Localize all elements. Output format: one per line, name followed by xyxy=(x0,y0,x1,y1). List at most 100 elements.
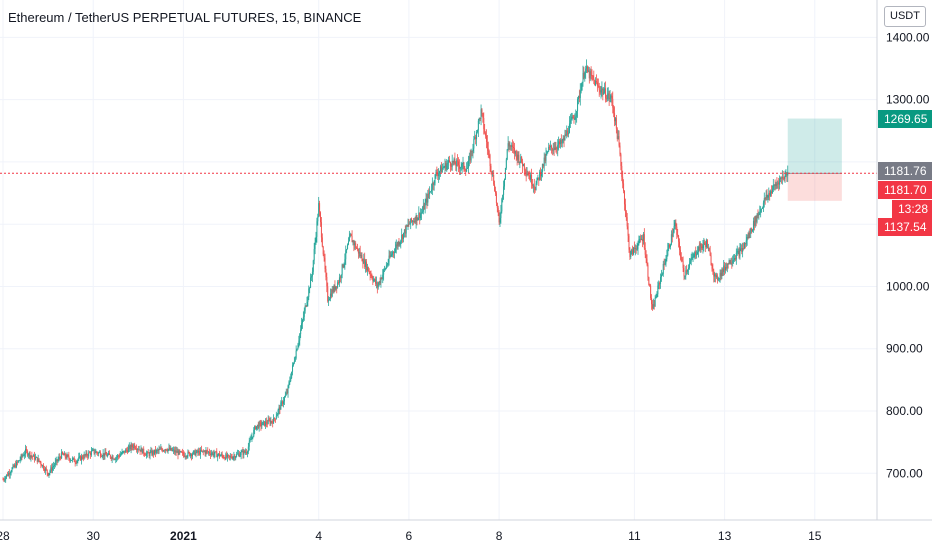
currency-button[interactable]: USDT xyxy=(884,6,926,27)
candle-body xyxy=(94,452,96,454)
candle-body xyxy=(387,262,389,265)
position-tool xyxy=(787,118,842,201)
candle-body xyxy=(34,457,36,460)
candle-body xyxy=(448,160,450,163)
candle-body xyxy=(239,454,241,457)
candle-body xyxy=(122,451,124,453)
candle-body xyxy=(610,95,612,98)
candle-body xyxy=(488,150,490,156)
candle-body xyxy=(573,118,575,120)
candle-body xyxy=(224,457,226,460)
candle-body xyxy=(764,198,766,200)
candle-body xyxy=(264,421,266,426)
candle-body xyxy=(48,473,50,476)
candle-body xyxy=(223,457,225,459)
candle-body xyxy=(51,467,53,471)
candle-body xyxy=(432,182,434,185)
candle-body xyxy=(688,263,690,268)
candle-body xyxy=(446,164,448,170)
candle-body xyxy=(587,70,589,72)
candle-body xyxy=(2,479,4,481)
candle-body xyxy=(497,207,499,213)
candle-body xyxy=(196,450,198,453)
candle-body xyxy=(743,248,745,249)
candle-body xyxy=(182,452,184,455)
candle-body xyxy=(267,419,269,424)
candle-body xyxy=(735,253,737,260)
candle-body xyxy=(41,464,43,467)
candle-body xyxy=(658,283,660,286)
candle-body xyxy=(296,349,298,351)
candle-body xyxy=(711,265,713,269)
candle-body xyxy=(283,401,285,404)
candle-body xyxy=(74,461,76,463)
candle-body xyxy=(412,220,414,222)
candle-body xyxy=(459,167,461,169)
candle-body xyxy=(693,253,695,258)
candle-body xyxy=(14,464,16,467)
candle-body xyxy=(150,450,152,453)
candle-body xyxy=(386,264,388,266)
candle-body xyxy=(427,193,429,203)
candle-body xyxy=(68,455,70,459)
candle-body xyxy=(778,182,780,185)
candle-body xyxy=(785,172,787,176)
candle-body xyxy=(569,120,571,124)
candle-body xyxy=(378,281,380,285)
candle-body xyxy=(664,263,666,265)
candle-body xyxy=(743,242,745,249)
candle-body xyxy=(650,285,652,298)
candle-body xyxy=(278,407,280,410)
candle-body xyxy=(547,151,549,153)
candle-body xyxy=(105,452,107,455)
candle-body xyxy=(291,371,293,379)
candle-body xyxy=(750,228,752,234)
candle-body xyxy=(227,454,229,458)
candle-body xyxy=(691,257,693,259)
candle-body xyxy=(686,270,688,272)
candle-body xyxy=(371,275,373,279)
candle-body xyxy=(159,449,161,450)
candle-body xyxy=(329,298,331,301)
candle-body xyxy=(347,244,349,250)
candle-body xyxy=(771,189,773,194)
candle-body xyxy=(395,244,397,248)
candle-body xyxy=(544,157,546,161)
candle-body xyxy=(53,466,55,468)
candle-body xyxy=(581,82,583,91)
candle-body xyxy=(774,185,776,187)
candle-body xyxy=(556,148,558,150)
candle-body xyxy=(622,176,624,184)
candle-body xyxy=(771,191,773,194)
candle-body xyxy=(521,156,523,163)
candle-body xyxy=(58,456,60,460)
candle-body xyxy=(731,262,733,264)
candle-body xyxy=(641,239,643,240)
candle-body xyxy=(383,269,385,275)
candle-body xyxy=(655,297,657,299)
candle-body xyxy=(605,88,607,99)
candle-body xyxy=(249,439,251,442)
candle-body xyxy=(100,456,102,458)
candle-body xyxy=(259,422,261,424)
candle-body xyxy=(96,451,98,453)
candle-body xyxy=(63,453,65,456)
candle-body xyxy=(635,248,637,250)
candle-body xyxy=(494,184,496,191)
candle-body xyxy=(410,218,412,224)
candle-body xyxy=(167,449,169,452)
candle-body xyxy=(274,418,276,420)
candle-body xyxy=(140,448,142,452)
candle-body xyxy=(498,212,500,223)
candle-body xyxy=(367,266,369,272)
candle-body xyxy=(558,141,560,145)
candle-body xyxy=(458,161,460,166)
candle-body xyxy=(645,254,647,259)
candle-body xyxy=(513,147,515,149)
candle-body xyxy=(674,222,676,227)
candle-body xyxy=(315,236,317,243)
candle-body xyxy=(516,154,518,160)
candle-body xyxy=(240,452,242,455)
candle-body xyxy=(698,246,700,251)
